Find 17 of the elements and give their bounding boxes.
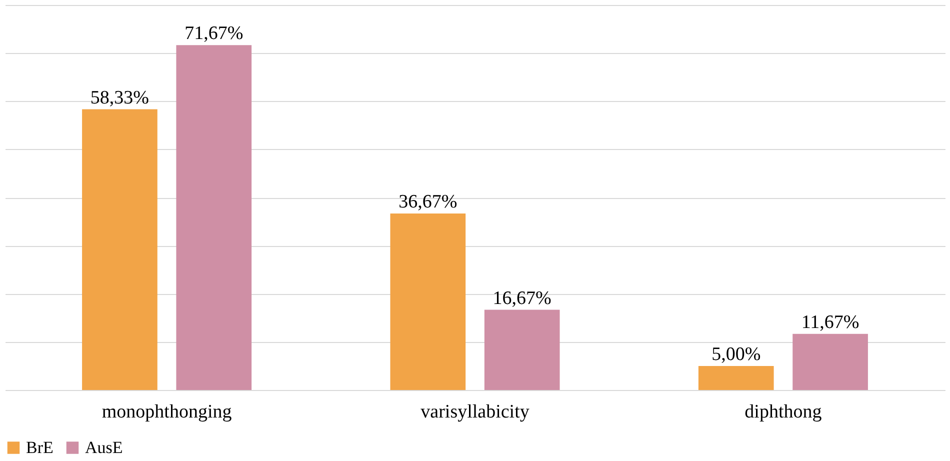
x-tick-label: varisyllabicity [420,402,530,422]
data-label: 16,67% [492,288,552,309]
x-tick-label: monophthonging [102,402,232,422]
bar [176,45,252,390]
data-label: 71,67% [184,23,244,44]
x-tick-label: diphthong [744,402,822,422]
data-label: 58,33% [90,87,150,108]
bar [698,366,774,390]
data-label: 5,00% [712,344,761,365]
bar [82,109,158,390]
data-label: 11,67% [801,312,860,333]
legend-label: AusE [85,438,123,457]
bar [792,334,868,390]
data-label: 36,67% [398,192,458,213]
legend-label: BrE [26,438,54,457]
bar [390,214,466,390]
bar [484,310,560,390]
